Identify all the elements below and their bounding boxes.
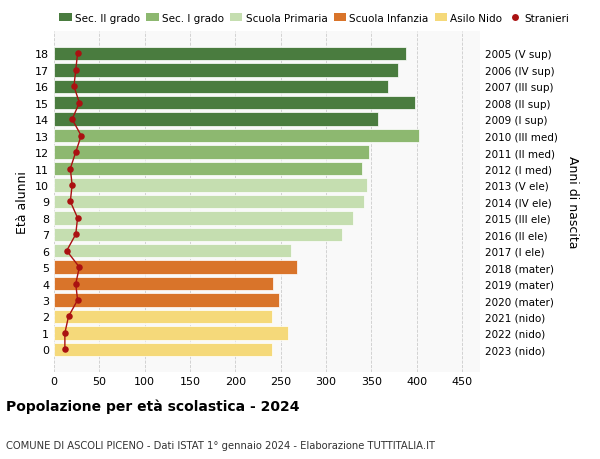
Bar bbox=[54, 162, 362, 176]
Bar bbox=[54, 277, 274, 291]
Point bbox=[73, 297, 82, 304]
Y-axis label: Età alunni: Età alunni bbox=[16, 171, 29, 233]
Bar bbox=[54, 326, 288, 340]
Point bbox=[71, 149, 80, 157]
Bar bbox=[54, 228, 342, 241]
Bar bbox=[54, 64, 398, 78]
Point bbox=[67, 116, 77, 123]
Bar bbox=[54, 294, 279, 307]
Bar bbox=[54, 212, 353, 225]
Point bbox=[60, 346, 70, 353]
Point bbox=[60, 330, 70, 337]
Bar bbox=[54, 195, 364, 209]
Point bbox=[71, 67, 80, 74]
Bar bbox=[54, 97, 415, 110]
Point bbox=[62, 247, 71, 255]
Bar bbox=[54, 343, 272, 356]
Y-axis label: Anni di nascita: Anni di nascita bbox=[566, 156, 579, 248]
Bar bbox=[54, 146, 370, 159]
Point bbox=[74, 264, 84, 271]
Point bbox=[67, 182, 77, 189]
Point bbox=[73, 215, 82, 222]
Bar bbox=[54, 179, 367, 192]
Bar bbox=[54, 261, 297, 274]
Bar bbox=[54, 245, 292, 258]
Point bbox=[65, 198, 75, 206]
Bar bbox=[54, 80, 388, 94]
Point bbox=[76, 133, 86, 140]
Point bbox=[65, 166, 75, 173]
Bar bbox=[54, 310, 272, 324]
Bar bbox=[54, 129, 419, 143]
Text: Popolazione per età scolastica - 2024: Popolazione per età scolastica - 2024 bbox=[6, 398, 299, 413]
Bar bbox=[54, 48, 406, 61]
Bar bbox=[54, 113, 379, 127]
Point bbox=[74, 100, 84, 107]
Text: COMUNE DI ASCOLI PICENO - Dati ISTAT 1° gennaio 2024 - Elaborazione TUTTITALIA.I: COMUNE DI ASCOLI PICENO - Dati ISTAT 1° … bbox=[6, 440, 435, 450]
Legend: Sec. II grado, Sec. I grado, Scuola Primaria, Scuola Infanzia, Asilo Nido, Stran: Sec. II grado, Sec. I grado, Scuola Prim… bbox=[59, 14, 569, 23]
Point bbox=[73, 50, 82, 58]
Point bbox=[69, 84, 79, 91]
Point bbox=[71, 231, 80, 238]
Point bbox=[71, 280, 80, 288]
Point bbox=[64, 313, 73, 320]
